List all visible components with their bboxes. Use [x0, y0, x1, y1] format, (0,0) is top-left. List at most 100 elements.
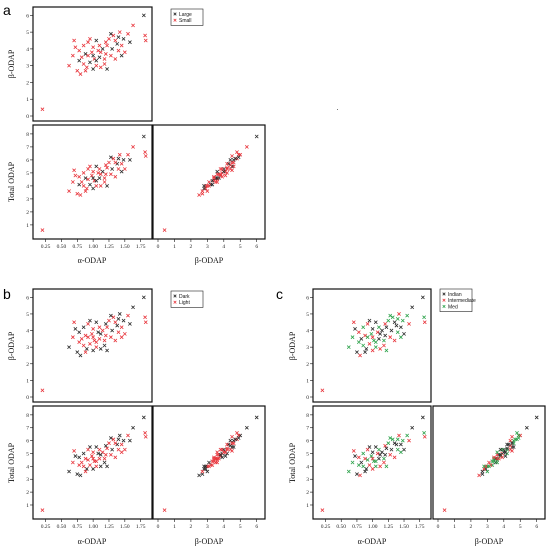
y-axis-label: Total ODAP [288, 442, 297, 483]
y-tick-label: 6 [306, 295, 309, 301]
x-axis-label: α-ODAP [78, 256, 107, 265]
data-point-marker [86, 335, 90, 340]
data-point-marker [111, 33, 116, 38]
x-tick-label: 1 [453, 524, 456, 530]
data-point-marker [225, 165, 229, 170]
data-point-marker [73, 454, 78, 458]
data-point-marker [96, 171, 101, 175]
data-point-marker [383, 452, 388, 457]
data-point-marker [383, 333, 388, 338]
data-point-marker [395, 447, 400, 452]
data-point-marker [492, 455, 496, 460]
data-point-marker [83, 350, 88, 355]
x-tick-label: 1.50 [120, 244, 130, 250]
data-point-marker [353, 454, 357, 458]
x-tick-label: 3 [206, 524, 209, 530]
data-point-marker [72, 38, 77, 43]
data-point-marker [143, 315, 147, 320]
data-point-marker [91, 327, 96, 331]
x-tick-label: 6 [255, 244, 258, 250]
subplot-frame [312, 405, 432, 520]
data-point-marker [143, 154, 148, 158]
y-tick-label: 3 [26, 345, 29, 351]
data-point-marker [78, 473, 83, 478]
x-tick-label: 2 [190, 244, 193, 250]
data-point-marker [392, 320, 397, 325]
data-point-marker [94, 58, 99, 63]
y-axis-label: β-ODAP [7, 49, 16, 78]
data-point-marker [377, 325, 381, 330]
data-point-marker [96, 48, 101, 53]
data-point-marker [77, 340, 82, 345]
data-point-marker [79, 55, 84, 60]
data-point-marker [115, 161, 120, 166]
data-point-marker [86, 447, 90, 452]
data-point-marker [380, 328, 384, 333]
data-point-marker [500, 455, 505, 460]
x-tick-label: 0.50 [336, 524, 346, 530]
data-point-marker [86, 40, 90, 45]
data-point-marker [94, 345, 99, 350]
data-point-marker [320, 388, 325, 393]
data-point-marker [363, 333, 367, 338]
y-tick-label: 4 [306, 329, 309, 335]
data-point-marker [373, 345, 378, 350]
data-point-marker [113, 441, 118, 446]
panel-a: a 0 1 2 3 4 5 6 1 2 3 4 5 6 7 8 0.25 0.50 0.75 1.00 1.25 1.50… [3, 2, 266, 265]
y-tick-label: 6 [26, 158, 29, 164]
y-tick-label: 4 [26, 47, 29, 53]
data-point-marker [98, 464, 103, 469]
x-tick-label: 0.50 [57, 244, 67, 250]
data-point-marker [363, 456, 367, 461]
y-tick-label: 2 [26, 490, 29, 496]
data-point-marker [228, 447, 233, 452]
data-point-marker [67, 345, 71, 350]
data-point-marker [94, 184, 99, 188]
data-point-marker [210, 459, 215, 464]
data-point-marker [402, 447, 406, 452]
data-point-marker [422, 431, 426, 435]
y-tick-label: 5 [26, 171, 29, 177]
data-point-marker [77, 48, 82, 53]
data-point-marker [96, 451, 101, 456]
panel-letter: c [276, 286, 283, 302]
data-point-marker [382, 460, 386, 465]
data-point-marker [510, 434, 514, 439]
data-point-marker [367, 445, 372, 449]
data-point-marker [422, 434, 427, 439]
data-point-marker [100, 169, 105, 174]
data-point-marker [83, 469, 88, 474]
y-tick-label: 4 [306, 464, 309, 470]
data-point-marker [103, 322, 108, 326]
data-point-marker [126, 152, 130, 157]
y-tick-label: 0 [26, 395, 29, 401]
data-point-marker [383, 443, 388, 448]
y-axis-label: β-ODAP [7, 331, 16, 360]
data-point-marker [113, 174, 118, 179]
y-tick-label: 2 [306, 362, 309, 368]
data-point-marker [102, 456, 107, 461]
data-point-marker [119, 442, 124, 447]
y-tick-label: 1 [306, 503, 309, 509]
data-point-marker [225, 161, 229, 166]
data-point-marker [83, 456, 88, 461]
data-point-marker [100, 328, 105, 333]
y-tick-label: 6 [306, 439, 309, 445]
data-point-marker [367, 463, 372, 467]
data-point-marker [350, 460, 355, 465]
data-point-marker [215, 176, 220, 180]
y-tick-label: 5 [26, 312, 29, 318]
data-point-marker [128, 322, 132, 326]
data-point-marker [495, 456, 500, 461]
data-point-marker [105, 67, 109, 71]
panel-c: c 0 1 2 3 4 5 6 1 2 3 4 5 6 7 8 0.25 0.50 0.75 1.00 1.25 1.50… [276, 286, 546, 546]
data-point-marker [103, 333, 108, 338]
y-tick-label: 0 [26, 114, 29, 120]
data-point-marker [370, 335, 375, 340]
data-point-marker [102, 343, 107, 348]
data-point-marker [107, 318, 111, 323]
data-point-marker [98, 346, 103, 351]
data-point-marker [116, 317, 121, 321]
y-axis-label: Total ODAP [7, 442, 16, 483]
data-point-marker [495, 450, 500, 455]
